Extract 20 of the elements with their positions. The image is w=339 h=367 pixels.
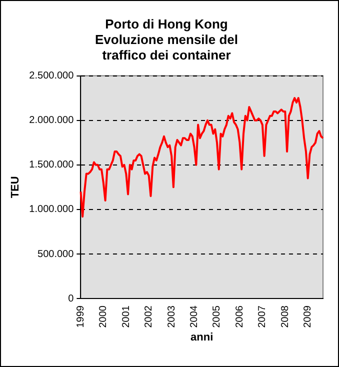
x-tick-label: 1999	[75, 305, 86, 328]
chart-title: Porto di Hong Kong Evoluzione mensile del traffico dei container	[94, 16, 238, 63]
y-axis-title: TEU	[10, 176, 22, 198]
y-tick-label: 500.000	[38, 248, 74, 260]
x-tick-label: 2003	[166, 305, 178, 328]
x-tick-label: 2000	[98, 305, 110, 328]
x-axis-title: anni	[190, 331, 214, 344]
x-tick-label: 2008	[280, 305, 291, 328]
x-tick-label: 2005	[212, 305, 223, 328]
x-tick-label: 2009	[302, 305, 314, 328]
x-tick-label: 2004	[189, 305, 200, 328]
y-tick-label: 0	[68, 293, 74, 304]
x-tick-label: 2002	[144, 305, 155, 328]
y-tick-label: 2.500.000	[29, 70, 74, 82]
x-tick-label: 2006	[234, 305, 246, 328]
x-tick-label: 2001	[120, 305, 132, 328]
y-tick-label: 1.500.000	[29, 160, 74, 171]
y-tick-label: 1.000.000	[29, 204, 74, 216]
x-tick-label: 2007	[257, 305, 268, 328]
y-tick-label: 2.000.000	[29, 115, 74, 126]
